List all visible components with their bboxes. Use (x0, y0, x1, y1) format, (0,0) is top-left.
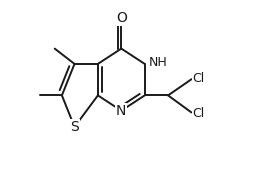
Text: NH: NH (149, 56, 168, 69)
Text: O: O (116, 11, 127, 25)
Text: Cl: Cl (192, 107, 205, 120)
Text: S: S (70, 120, 79, 134)
Text: Cl: Cl (192, 72, 205, 85)
Text: N: N (116, 104, 126, 118)
